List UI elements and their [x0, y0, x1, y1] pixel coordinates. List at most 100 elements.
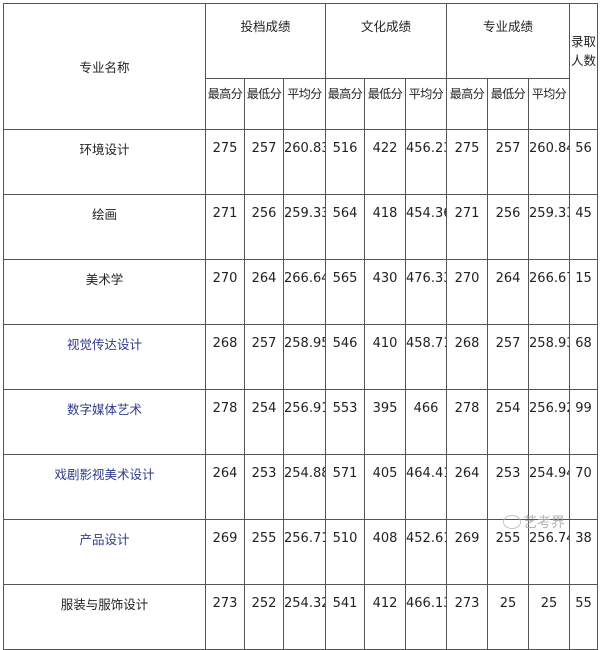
major-name-cell[interactable]: 数字媒体艺术: [3, 389, 206, 455]
score-cell: 271: [446, 194, 489, 260]
score-cell: 264: [205, 454, 245, 520]
score-cell: 466.13: [405, 584, 448, 650]
score-cell: 254.94: [528, 454, 571, 520]
major-name-cell: 环境设计: [3, 129, 206, 195]
score-cell: 278: [205, 389, 245, 455]
header-sub-max: 最高分: [205, 78, 245, 130]
score-cell: 25: [528, 584, 571, 650]
header-sub-min: 最低分: [244, 78, 284, 130]
score-cell: 258.93: [528, 324, 571, 390]
score-cell: 38: [569, 519, 599, 585]
score-cell: 275: [205, 129, 245, 195]
header-admitted-count: 录取人数: [569, 3, 599, 130]
score-cell: 264: [244, 259, 284, 325]
score-cell: 68: [569, 324, 599, 390]
score-cell: 254: [487, 389, 530, 455]
table-row: 视觉传达设计268257258.95546410458.71268257258.…: [3, 324, 599, 390]
header-group-major-score: 专业成绩: [446, 3, 571, 79]
score-cell: 270: [205, 259, 245, 325]
score-cell: 264: [487, 259, 530, 325]
score-cell: 257: [244, 324, 284, 390]
score-cell: 271: [205, 194, 245, 260]
major-name-cell: 服装与服饰设计: [3, 584, 206, 650]
score-cell: 516: [325, 129, 366, 195]
score-cell: 541: [325, 584, 366, 650]
score-cell: 256.91: [282, 389, 327, 455]
table-row: 美术学270264266.64565430476.33270264266.671…: [3, 259, 599, 325]
score-cell: 571: [325, 454, 366, 520]
score-cell: 418: [364, 194, 407, 260]
header-group-culture-score: 文化成绩: [325, 3, 448, 79]
score-cell: 260.84: [528, 129, 571, 195]
score-cell: 259.33: [528, 194, 571, 260]
score-cell: 258.95: [282, 324, 327, 390]
score-cell: 256: [244, 194, 284, 260]
header-sub-min: 最低分: [364, 78, 407, 130]
header-major-name: 专业名称: [3, 3, 206, 130]
score-cell: 15: [569, 259, 599, 325]
score-cell: 256.92: [528, 389, 571, 455]
score-cell: 266.64: [282, 259, 327, 325]
score-cell: 273: [205, 584, 245, 650]
score-cell: 422: [364, 129, 407, 195]
score-cell: 458.71: [405, 324, 448, 390]
score-cell: 405: [364, 454, 407, 520]
score-cell: 257: [244, 129, 284, 195]
score-cell: 254.88: [282, 454, 327, 520]
score-cell: 278: [446, 389, 489, 455]
score-cell: 254: [244, 389, 284, 455]
score-cell: 25: [487, 584, 530, 650]
score-cell: 269: [205, 519, 245, 585]
score-cell: 259.33: [282, 194, 327, 260]
score-cell: 269: [446, 519, 489, 585]
score-cell: 430: [364, 259, 407, 325]
score-cell: 466: [405, 389, 448, 455]
score-cell: 255: [244, 519, 284, 585]
score-cell: 410: [364, 324, 407, 390]
admission-scores-table: 专业名称 投档成绩 文化成绩 专业成绩 录取人数 最高分 最低分 平均分 最高分 最低分…: [3, 3, 599, 650]
score-cell: 408: [364, 519, 407, 585]
major-name-cell[interactable]: 戏剧影视美术设计: [3, 454, 206, 520]
score-cell: 45: [569, 194, 599, 260]
score-cell: 395: [364, 389, 407, 455]
score-cell: 546: [325, 324, 366, 390]
score-cell: 257: [487, 324, 530, 390]
score-cell: 252: [244, 584, 284, 650]
score-cell: 256: [487, 194, 530, 260]
score-cell: 565: [325, 259, 366, 325]
table-row: 戏剧影视美术设计264253254.88571405464.4126425325…: [3, 454, 599, 520]
score-cell: 270: [446, 259, 489, 325]
score-cell: 456.23: [405, 129, 448, 195]
score-cell: 254.32: [282, 584, 327, 650]
score-cell: 253: [244, 454, 284, 520]
table-row: 环境设计275257260.83516422456.23275257260.84…: [3, 129, 599, 195]
score-cell: 553: [325, 389, 366, 455]
header-sub-avg: 平均分: [282, 78, 327, 130]
score-cell: 55: [569, 584, 599, 650]
score-cell: 257: [487, 129, 530, 195]
watermark-text: 艺考界: [523, 515, 565, 531]
score-cell: 70: [569, 454, 599, 520]
score-cell: 266.67: [528, 259, 571, 325]
score-cell: 264: [446, 454, 489, 520]
score-cell: 56: [569, 129, 599, 195]
wechat-icon: [503, 515, 521, 529]
header-sub-min: 最低分: [487, 78, 530, 130]
score-cell: 454.36: [405, 194, 448, 260]
score-cell: 268: [205, 324, 245, 390]
score-cell: 99: [569, 389, 599, 455]
header-group-filing-score: 投档成绩: [204, 3, 327, 79]
score-cell: 268: [446, 324, 489, 390]
score-cell: 476.33: [405, 259, 448, 325]
header-sub-max: 最高分: [325, 78, 366, 130]
major-name-cell: 绘画: [3, 194, 206, 260]
major-name-cell[interactable]: 视觉传达设计: [3, 324, 206, 390]
major-name-cell[interactable]: 产品设计: [3, 519, 206, 585]
table-row: 数字媒体艺术278254256.91553395466278254256.929…: [3, 389, 599, 455]
score-cell: 273: [446, 584, 489, 650]
score-cell: 260.83: [282, 129, 327, 195]
score-cell: 256.71: [282, 519, 327, 585]
header-sub-avg: 平均分: [528, 78, 571, 130]
